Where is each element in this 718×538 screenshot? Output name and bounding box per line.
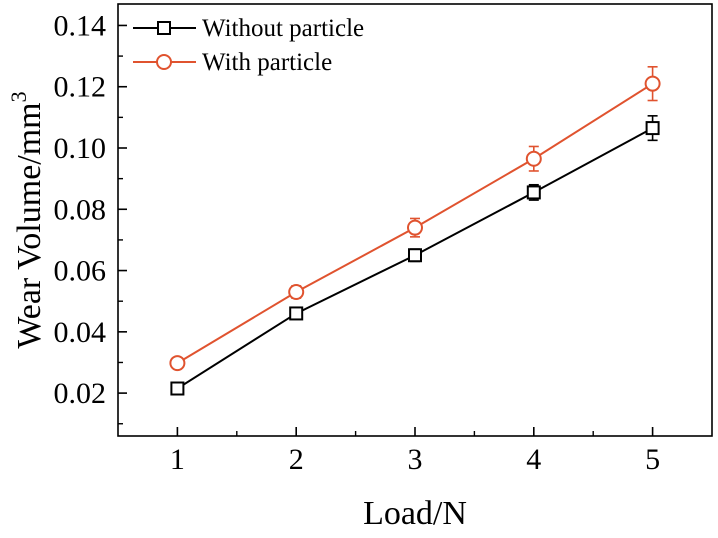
x-tick-label: 1 <box>170 443 185 476</box>
y-tick-label: 0.04 <box>54 316 107 349</box>
legend-marker-square <box>157 21 171 35</box>
y-tick-label: 0.08 <box>54 193 107 226</box>
x-tick-label: 5 <box>645 443 660 476</box>
data-point-square <box>526 185 541 200</box>
data-point-circle <box>644 75 661 92</box>
series-layer <box>169 66 661 396</box>
y-tick-label: 0.10 <box>54 132 107 165</box>
x-tick-label: 3 <box>408 443 423 476</box>
x-axis-title: Load/N <box>363 495 467 532</box>
data-point-circle <box>525 150 542 167</box>
x-tick-label: 2 <box>289 443 304 476</box>
y-tick-label: 0.12 <box>54 71 107 104</box>
y-axis-title: Wear Volume/mm3 <box>6 91 48 348</box>
y-tick-label: 0.14 <box>54 9 107 42</box>
y-tick-label: 0.06 <box>54 255 107 288</box>
legend-marker-circle <box>156 54 172 70</box>
y-axis-title-superscript: 3 <box>6 91 31 102</box>
y-tick-label: 0.02 <box>54 377 107 410</box>
data-point-square <box>170 381 185 396</box>
axis-ticks: 1 2 3 4 5 0.02 0.04 0.06 0.08 0.10 0.12 0.14 <box>54 9 661 476</box>
data-point-circle <box>288 284 305 300</box>
legend-label: Without particle <box>202 15 364 42</box>
data-point-circle <box>407 219 423 236</box>
data-point-square <box>645 121 660 136</box>
data-point-circle <box>169 355 186 372</box>
series-2 <box>169 66 661 372</box>
data-point-square <box>408 248 422 263</box>
y-axis-title-main: Wear Volume/mm <box>11 102 48 348</box>
x-tick-label: 4 <box>526 443 541 476</box>
series-1 <box>170 115 660 396</box>
legend: Without particle With particle <box>133 15 364 76</box>
data-point-square <box>289 306 304 321</box>
legend-label: With particle <box>202 49 332 76</box>
